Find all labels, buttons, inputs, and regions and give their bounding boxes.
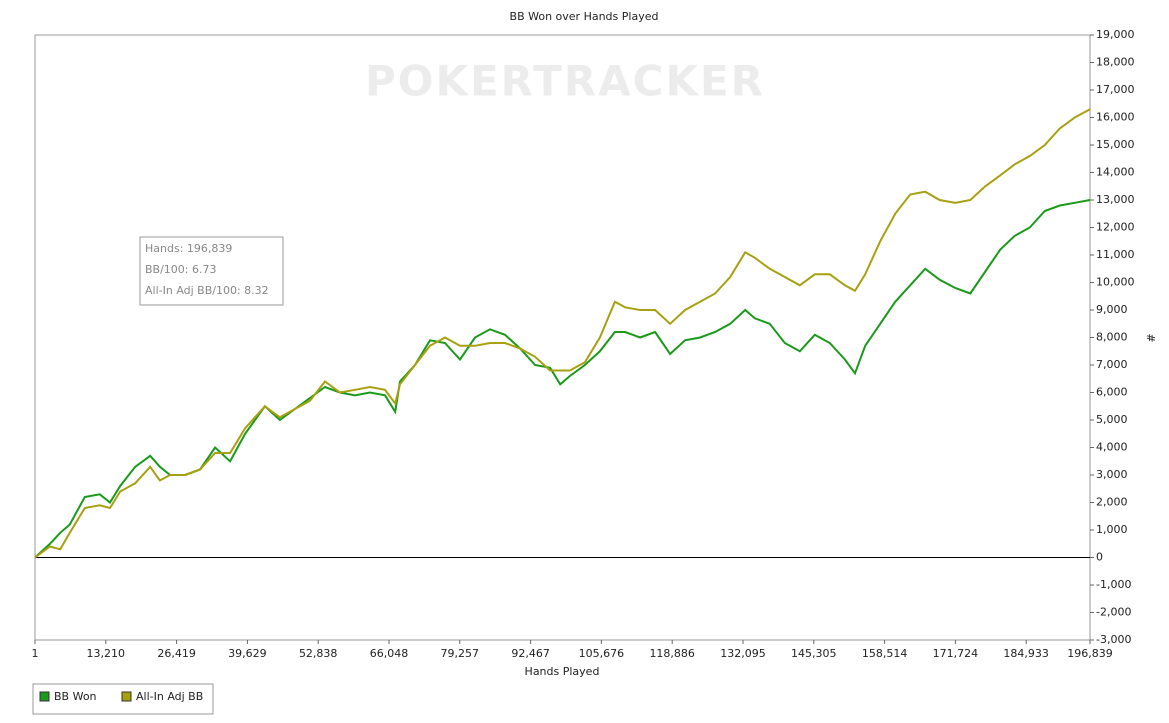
x-tick-label: 13,210 [87,647,126,660]
legend-label: BB Won [54,690,97,703]
y-tick-label: 18,000 [1096,56,1135,69]
x-tick-label: 118,886 [649,647,695,660]
x-tick-label: 196,839 [1067,647,1113,660]
x-tick-label: 145,305 [791,647,837,660]
y-tick-label: 0 [1096,551,1103,564]
y-tick-label: 19,000 [1096,28,1135,41]
y-tick-label: -3,000 [1096,633,1131,646]
x-tick-label: 26,419 [157,647,196,660]
y-tick-label: 8,000 [1096,331,1128,344]
y-tick-label: -2,000 [1096,606,1131,619]
y-tick-label: 4,000 [1096,441,1128,454]
y-tick-label: 9,000 [1096,303,1128,316]
info-text: BB/100: 6.73 [145,263,217,276]
x-tick-label: 79,257 [441,647,480,660]
y-tick-label: 14,000 [1096,166,1135,179]
info-text: Hands: 196,839 [145,242,232,255]
watermark: POKERTRACKER [365,57,765,106]
y-tick-label: 1,000 [1096,523,1128,536]
y-tick-label: -1,000 [1096,578,1131,591]
info-box [139,236,284,306]
x-tick-label: 39,629 [228,647,267,660]
y-tick-label: 6,000 [1096,386,1128,399]
x-tick-label: 52,838 [299,647,338,660]
x-tick-label: 92,467 [511,647,550,660]
y-tick-label: 15,000 [1096,138,1135,151]
x-axis-label: Hands Played [525,665,600,678]
y-axis-label: # [1144,333,1157,342]
y-tick-label: 7,000 [1096,358,1128,371]
y-tick-label: 10,000 [1096,276,1135,289]
x-tick-label: 171,724 [933,647,979,660]
line-series [34,108,1091,559]
y-tick-label: 5,000 [1096,413,1128,426]
y-tick-label: 16,000 [1096,111,1135,124]
y-tick-label: 12,000 [1096,221,1135,234]
x-tick-label: 1 [32,647,39,660]
y-tick-label: 2,000 [1096,496,1128,509]
x-tick-label: 132,095 [720,647,766,660]
chart-title: BB Won over Hands Played [510,10,659,23]
x-tick-label: 66,048 [370,647,409,660]
legend-swatch [39,691,50,702]
x-tick-label: 158,514 [862,647,908,660]
x-tick-label: 105,676 [579,647,625,660]
y-tick-label: 17,000 [1096,83,1135,96]
y-tick-label: 3,000 [1096,468,1128,481]
legend-swatch [121,691,132,702]
info-text: All-In Adj BB/100: 8.32 [145,284,269,297]
y-tick-label: 13,000 [1096,193,1135,206]
y-tick-label: 11,000 [1096,248,1135,261]
legend-label: All-In Adj BB [136,690,203,703]
x-tick-label: 184,933 [1003,647,1049,660]
